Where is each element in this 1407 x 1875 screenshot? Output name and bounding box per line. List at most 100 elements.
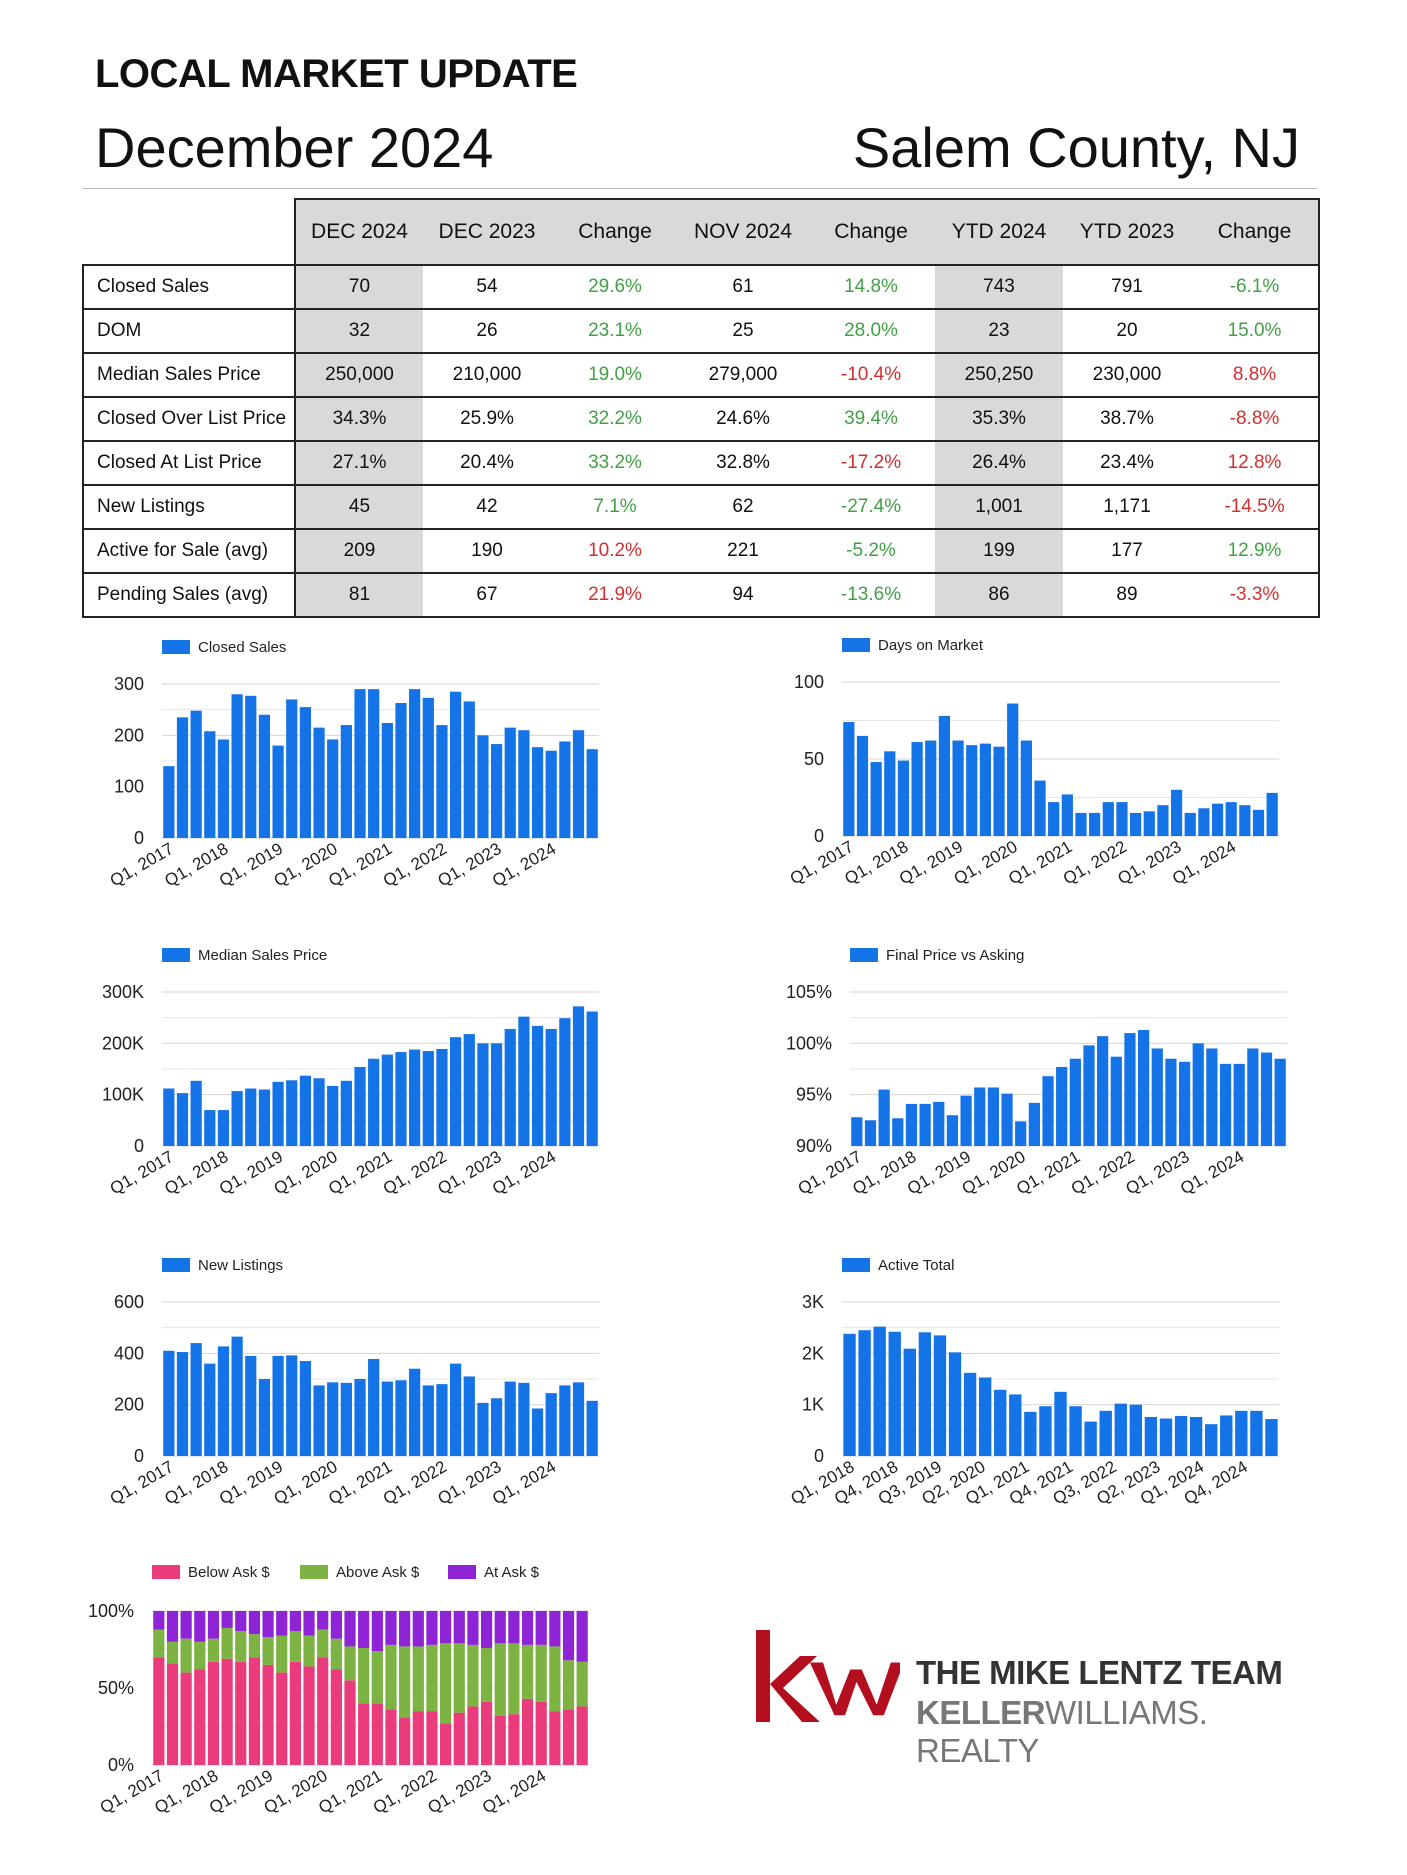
bar-segment (562, 1611, 575, 1661)
bar-segment (330, 1611, 342, 1639)
bar-segment (535, 1611, 547, 1645)
bar (1024, 1411, 1037, 1456)
bar (987, 1087, 999, 1146)
bar (572, 1006, 585, 1146)
table-cell: 1,171 (1063, 485, 1191, 530)
y-tick-label: 300 (114, 674, 144, 694)
y-tick-label: 300K (102, 982, 144, 1002)
table-cell: -10.4% (807, 353, 935, 398)
bar-segment (194, 1611, 206, 1642)
bar (217, 1346, 230, 1456)
bar-segment (412, 1646, 424, 1712)
bar (1178, 1061, 1191, 1146)
table-cell: 12.9% (1191, 529, 1320, 574)
bar-segment (248, 1634, 261, 1658)
table-cell: 23 (935, 309, 1063, 354)
table-cell: 45 (295, 485, 423, 530)
y-tick-label: 100 (114, 777, 144, 797)
bar-segment (440, 1611, 452, 1644)
bar (368, 1058, 380, 1146)
bar-segment (358, 1611, 370, 1648)
x-tick-label: Q1, 2024 (489, 1147, 559, 1198)
bar (381, 723, 393, 838)
bar-segment (153, 1657, 165, 1765)
header-divider (82, 188, 1317, 189)
median-sales-price-chart: Median Sales Price 0 100K 200K 300K Q1, 2017 Q… (80, 946, 600, 1216)
bar (313, 1078, 325, 1146)
bar (1075, 812, 1087, 836)
legend-label: Closed Sales (198, 639, 286, 656)
bar-segment (494, 1643, 506, 1716)
bar (586, 1011, 598, 1146)
y-tick-label: 105% (786, 982, 832, 1002)
x-tick-label: Q1, 2024 (489, 1457, 559, 1508)
x-tick-label: Q1, 2024 (489, 839, 559, 890)
bar-segment (221, 1611, 233, 1628)
bar (1114, 1403, 1127, 1456)
bar (1266, 792, 1278, 836)
bar (1198, 808, 1210, 836)
bar-segment (303, 1611, 315, 1636)
bar-segment (385, 1709, 397, 1765)
table-cell: 177 (1063, 529, 1191, 574)
bar (1009, 1394, 1022, 1456)
bar (572, 1382, 585, 1456)
table-cell: -6.1% (1191, 264, 1320, 310)
bar-segment (399, 1646, 411, 1718)
bar-segment (289, 1661, 301, 1765)
bar-segment (508, 1714, 520, 1765)
table-row: DOM 32 26 23.1% 25 28.0% 23 20 15.0% (82, 309, 1320, 354)
bar (1110, 1056, 1122, 1146)
legend-label: Days on Market (878, 637, 984, 654)
bar (340, 1080, 352, 1146)
bar-segment (521, 1611, 534, 1645)
bar-segment (207, 1638, 220, 1662)
bar (1211, 803, 1224, 836)
bar (918, 1332, 932, 1456)
bar-segment (221, 1627, 233, 1659)
table-cell: 7.1% (551, 485, 679, 530)
bar (217, 739, 230, 838)
bar (272, 1355, 284, 1456)
bar-segment (207, 1661, 220, 1765)
bar (873, 1326, 886, 1456)
bar-segment (262, 1637, 274, 1665)
bar (272, 745, 284, 838)
table-cell: 190 (423, 529, 551, 574)
table-cell: 94 (679, 573, 807, 618)
bar (395, 1052, 407, 1146)
bar-segment (194, 1641, 206, 1670)
bar-segment (276, 1672, 288, 1765)
table-cell: 230,000 (1063, 353, 1191, 398)
y-tick-label: 100% (786, 1033, 832, 1053)
days-on-market-chart: Days on Market 0 50 100 Q1, 2017 Q1, 2018 Q1, … (775, 636, 1295, 906)
table-cell: 89 (1063, 573, 1191, 618)
bar-segment (535, 1644, 547, 1702)
bar (851, 1117, 863, 1146)
bar (163, 766, 175, 838)
column-header: Change (551, 198, 679, 265)
table-cell: 25 (679, 309, 807, 354)
y-tick-label: 0 (134, 1446, 144, 1466)
bar (245, 1355, 257, 1456)
table-cell: 32 (295, 309, 423, 354)
bar (1056, 1066, 1068, 1146)
bar (381, 1381, 393, 1456)
bar-segment (426, 1711, 438, 1765)
bar-segment (262, 1611, 274, 1638)
bar (299, 707, 311, 838)
bar (1097, 1036, 1109, 1146)
bar-segment (467, 1611, 479, 1645)
table-cell: 34.3% (295, 397, 423, 442)
y-tick-label: 0 (814, 1446, 824, 1466)
bar-segment (166, 1611, 179, 1642)
bar (490, 744, 503, 838)
bar (190, 710, 202, 838)
bar (190, 1080, 202, 1146)
bar (870, 762, 882, 836)
bar (204, 1110, 216, 1146)
bar (1138, 1029, 1150, 1146)
bar (1274, 1058, 1286, 1146)
table-cell: 23.4% (1063, 441, 1191, 486)
table-cell: 32.8% (679, 441, 807, 486)
